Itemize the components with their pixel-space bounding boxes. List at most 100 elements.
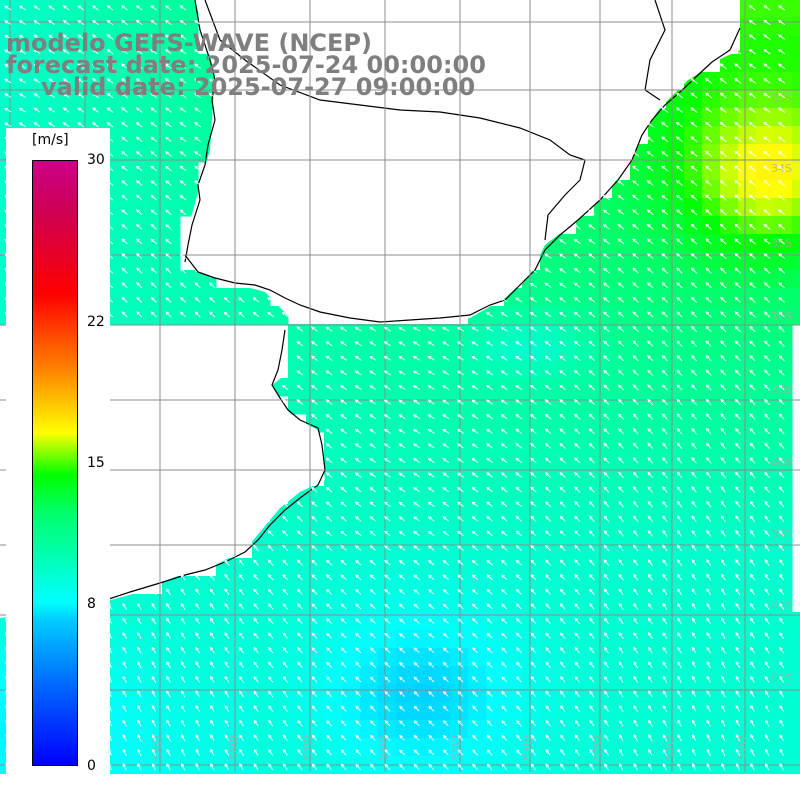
- wind-arrow: [545, 749, 551, 756]
- wind-arrow: [165, 296, 172, 303]
- wind-arrow: [122, 763, 127, 771]
- wind-speed-cell: [504, 576, 523, 595]
- wind-speed-cell: [360, 738, 379, 757]
- wind-speed-cell: [666, 576, 685, 595]
- wind-arrow: [633, 530, 639, 537]
- wind-arrow: [763, 194, 771, 201]
- wind-speed-cell: [126, 720, 145, 739]
- wind-arrow: [604, 748, 609, 756]
- wind-arrow: [763, 151, 771, 157]
- wind-arrow: [777, 63, 786, 70]
- wind-arrow: [662, 471, 668, 479]
- wind-arrow: [456, 472, 464, 478]
- wind-arrow: [618, 763, 624, 771]
- wind-arrow: [253, 705, 259, 712]
- wind-arrow: [545, 530, 552, 537]
- wind-arrow: [589, 734, 595, 742]
- wind-arrow: [427, 326, 435, 332]
- wind-arrow: [354, 443, 362, 449]
- wind-speed-cell: [576, 504, 595, 523]
- wind-speed-cell: [666, 342, 685, 361]
- wind-arrow: [282, 676, 288, 683]
- wind-arrow: [164, 19, 172, 26]
- wind-speed-cell: [468, 594, 487, 613]
- wind-speed-cell: [774, 594, 793, 613]
- wind-speed-cell: [162, 648, 181, 667]
- wind-speed-cell: [486, 666, 505, 685]
- wind-arrow: [442, 559, 449, 566]
- wind-arrow: [632, 384, 639, 391]
- wind-arrow: [369, 326, 377, 332]
- wind-arrow: [427, 545, 435, 551]
- wind-arrow: [165, 253, 172, 260]
- wind-arrow: [384, 763, 391, 771]
- wind-arrow: [413, 603, 420, 610]
- wind-arrow: [748, 209, 756, 216]
- wind-speed-cell: [594, 360, 613, 379]
- wind-speed-cell: [126, 702, 145, 721]
- wind-arrow: [691, 340, 698, 347]
- wind-arrow: [749, 355, 756, 362]
- wind-arrow: [588, 486, 595, 493]
- wind-arrow: [677, 690, 682, 698]
- wind-arrow: [574, 617, 581, 625]
- wind-arrow: [778, 398, 785, 406]
- wind-arrow: [676, 515, 683, 523]
- wind-arrow: [369, 414, 377, 420]
- wind-speed-cell: [414, 666, 433, 685]
- wind-arrow: [545, 719, 551, 727]
- wind-arrow: [778, 355, 785, 362]
- wind-arrow: [500, 399, 508, 405]
- wind-arrow: [646, 194, 654, 201]
- wind-arrow: [675, 151, 683, 157]
- wind-arrow: [501, 603, 508, 610]
- wind-speed-cell: [108, 684, 127, 703]
- wind-arrow: [763, 165, 771, 172]
- wind-arrow: [588, 297, 596, 303]
- wind-arrow: [748, 223, 756, 230]
- wind-arrow: [706, 617, 712, 625]
- wind-arrow: [326, 661, 332, 668]
- wind-arrow: [151, 631, 157, 640]
- wind-speed-cell: [468, 630, 487, 649]
- longitude-label: 58W: [228, 735, 241, 760]
- wind-arrow: [384, 603, 391, 610]
- wind-arrow: [662, 734, 668, 742]
- wind-arrow: [106, 107, 114, 113]
- wind-arrow: [456, 326, 464, 332]
- wind-speed-cell: [594, 522, 613, 541]
- wind-speed-cell: [450, 558, 469, 577]
- wind-arrow: [486, 574, 493, 581]
- wind-speed-cell: [630, 414, 649, 433]
- wind-arrow: [544, 472, 552, 478]
- wind-speed-cell: [432, 594, 451, 613]
- wind-arrow: [632, 471, 639, 479]
- wind-arrow: [559, 486, 566, 493]
- wind-speed-cell: [486, 432, 505, 451]
- wind-arrow: [750, 675, 755, 683]
- longitude-label: 55W: [450, 735, 463, 760]
- wind-arrow: [427, 530, 435, 537]
- wind-arrow: [428, 763, 435, 771]
- wind-arrow: [603, 398, 610, 406]
- wind-arrow: [721, 719, 726, 727]
- wind-arrow: [690, 223, 698, 230]
- wind-speed-cell: [486, 324, 505, 343]
- wind-arrow: [150, 253, 157, 260]
- wind-arrow: [501, 530, 508, 537]
- wind-speed-cell: [180, 630, 199, 649]
- longitude-label: 56W: [377, 735, 390, 760]
- wind-speed-cell: [738, 234, 757, 253]
- wind-speed-cell: [702, 504, 721, 523]
- wind-arrow: [224, 559, 230, 566]
- wind-speed-cell: [486, 342, 505, 361]
- wind-speed-cell: [504, 630, 523, 649]
- wind-arrow: [195, 705, 200, 713]
- wind-arrow: [457, 763, 464, 771]
- wind-speed-cell: [756, 630, 775, 649]
- wind-speed-cell: [630, 432, 649, 451]
- wind-arrow: [369, 428, 377, 434]
- wind-speed-cell: [486, 648, 505, 667]
- wind-arrow: [267, 297, 274, 303]
- wind-arrow: [662, 763, 668, 771]
